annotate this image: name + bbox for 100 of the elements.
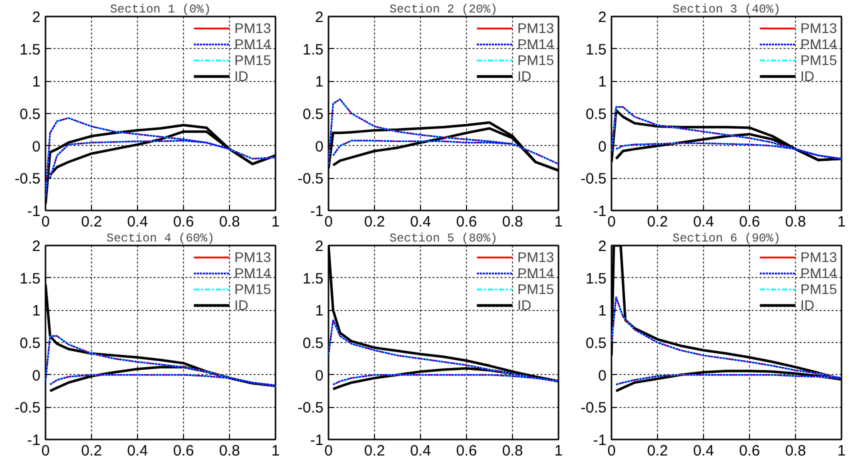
legend-label: ID — [517, 297, 532, 313]
y-tick-label: 0.5 — [586, 335, 607, 352]
x-tick-label: 0.8 — [785, 442, 806, 459]
x-tick-label: 0.6 — [456, 214, 477, 230]
x-tick-label: 0.2 — [647, 214, 668, 230]
chart-title: Section 1 (0%) — [110, 2, 211, 16]
y-tick-label: 2 — [598, 238, 606, 255]
legend-label: ID — [800, 297, 816, 313]
x-tick-label: 0.2 — [81, 214, 102, 230]
x-tick-label: 0.8 — [219, 442, 240, 459]
x-tick-label: 0.4 — [693, 214, 714, 230]
x-tick-label: 0.6 — [456, 442, 477, 459]
y-tick-label: 0 — [598, 367, 606, 384]
legend-label: PM14 — [234, 36, 271, 52]
x-tick-label: 0.4 — [410, 214, 431, 230]
y-tick-label: 2 — [32, 238, 40, 255]
y-tick-label: 1 — [315, 74, 324, 91]
x-tick-label: 0.2 — [364, 442, 385, 459]
y-tick-label: -1 — [310, 203, 324, 220]
y-tick-label: -1 — [593, 432, 607, 449]
x-tick-label: 0.8 — [502, 214, 523, 230]
x-tick-label: 1 — [271, 442, 280, 459]
x-tick-label: 1 — [837, 442, 846, 459]
x-tick-label: 0.8 — [219, 214, 240, 230]
x-tick-label: 0.2 — [81, 442, 102, 459]
x-tick-label: 1 — [837, 214, 846, 230]
y-tick-label: 1 — [598, 74, 606, 91]
x-tick-label: 0.8 — [785, 214, 806, 230]
y-tick-label: 1 — [598, 302, 606, 320]
y-tick-label: 2 — [32, 9, 40, 26]
legend-label: PM15 — [234, 281, 271, 297]
legend-label: PM13 — [517, 20, 554, 36]
x-tick-label: 0.2 — [364, 214, 385, 230]
y-tick-label: 0 — [598, 138, 606, 156]
chart-title: Section 6 (90%) — [672, 232, 781, 246]
x-tick-label: 0.8 — [502, 442, 523, 459]
y-tick-label: -0.5 — [298, 400, 324, 417]
legend-label: ID — [800, 68, 816, 84]
y-tick-label: -0.5 — [580, 170, 607, 188]
chart-title: Section 5 (80%) — [389, 232, 498, 246]
legend-label: PM15 — [517, 281, 554, 297]
y-tick-label: -1 — [27, 432, 41, 449]
y-tick-label: -0.5 — [14, 170, 41, 188]
y-tick-label: -0.5 — [14, 400, 41, 417]
legend-label: PM14 — [517, 265, 554, 281]
y-tick-label: 0.5 — [302, 106, 324, 123]
y-tick-label: 1.5 — [302, 41, 324, 58]
x-tick-label: 0.4 — [127, 214, 148, 230]
legend-label: PM15 — [800, 52, 837, 68]
x-tick-label: 1 — [554, 214, 563, 230]
y-tick-label: -0.5 — [298, 170, 324, 188]
legend-label: PM13 — [234, 20, 271, 36]
legend-label: PM14 — [234, 265, 271, 281]
y-tick-label: 1 — [32, 74, 40, 91]
y-tick-label: -0.5 — [580, 400, 607, 417]
y-tick-label: 1.5 — [20, 270, 41, 288]
chart-title: Section 2 (20%) — [389, 2, 498, 16]
y-tick-label: 0 — [32, 367, 40, 384]
y-tick-label: 1 — [32, 302, 40, 320]
chart-title: Section 3 (40%) — [672, 2, 781, 16]
y-tick-label: 2 — [315, 238, 324, 255]
y-tick-label: 1.5 — [586, 41, 607, 58]
chart-title: Section 4 (60%) — [106, 232, 215, 246]
x-tick-label: 0.4 — [693, 442, 714, 459]
y-tick-label: 0.5 — [20, 335, 41, 352]
y-tick-label: 0.5 — [302, 335, 324, 352]
y-tick-label: 1.5 — [20, 41, 41, 58]
y-tick-label: 1.5 — [302, 270, 324, 288]
legend-label: PM13 — [800, 20, 837, 36]
x-tick-label: 0.6 — [739, 442, 760, 459]
x-tick-label: 0.6 — [173, 442, 194, 459]
y-tick-label: 0 — [315, 367, 324, 384]
legend-label: PM15 — [517, 52, 554, 68]
x-tick-label: 0.2 — [647, 442, 668, 459]
y-tick-label: 2 — [315, 9, 324, 26]
x-tick-label: 1 — [271, 214, 280, 230]
x-tick-label: 0.4 — [410, 442, 431, 459]
legend-label: PM15 — [800, 281, 837, 297]
y-tick-label: -1 — [27, 203, 41, 220]
y-tick-label: 0 — [315, 138, 324, 156]
x-tick-label: 1 — [554, 442, 563, 459]
x-tick-label: 0.6 — [173, 214, 194, 230]
y-tick-label: 0.5 — [586, 106, 607, 123]
y-tick-label: 0 — [32, 138, 40, 156]
legend-label: PM14 — [800, 36, 837, 52]
x-tick-label: 0.4 — [127, 442, 148, 459]
y-tick-label: 1 — [315, 302, 324, 320]
legend-label: PM14 — [800, 265, 837, 281]
legend-label: PM14 — [517, 36, 554, 52]
legend-label: PM13 — [234, 249, 271, 265]
y-tick-label: -1 — [310, 432, 324, 449]
y-tick-label: 2 — [598, 9, 606, 26]
legend-label: ID — [234, 297, 250, 313]
legend-label: PM13 — [517, 249, 554, 265]
x-tick-label: 0.6 — [739, 214, 760, 230]
legend-label: ID — [234, 68, 250, 84]
y-tick-label: 0.5 — [20, 106, 41, 123]
legend-label: PM15 — [234, 52, 271, 68]
legend-label: PM13 — [800, 249, 837, 265]
y-tick-label: 1.5 — [586, 270, 607, 288]
